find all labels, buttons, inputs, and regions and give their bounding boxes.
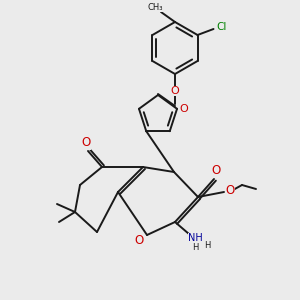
Text: NH: NH	[188, 233, 202, 243]
Text: CH₃: CH₃	[147, 2, 163, 11]
Text: O: O	[134, 233, 144, 247]
Text: O: O	[171, 86, 179, 96]
Text: O: O	[180, 104, 188, 114]
Text: H: H	[192, 242, 198, 251]
Text: O: O	[225, 184, 235, 197]
Text: O: O	[81, 136, 91, 149]
Text: O: O	[212, 164, 220, 176]
Text: Cl: Cl	[216, 22, 227, 32]
Text: H: H	[204, 242, 210, 250]
